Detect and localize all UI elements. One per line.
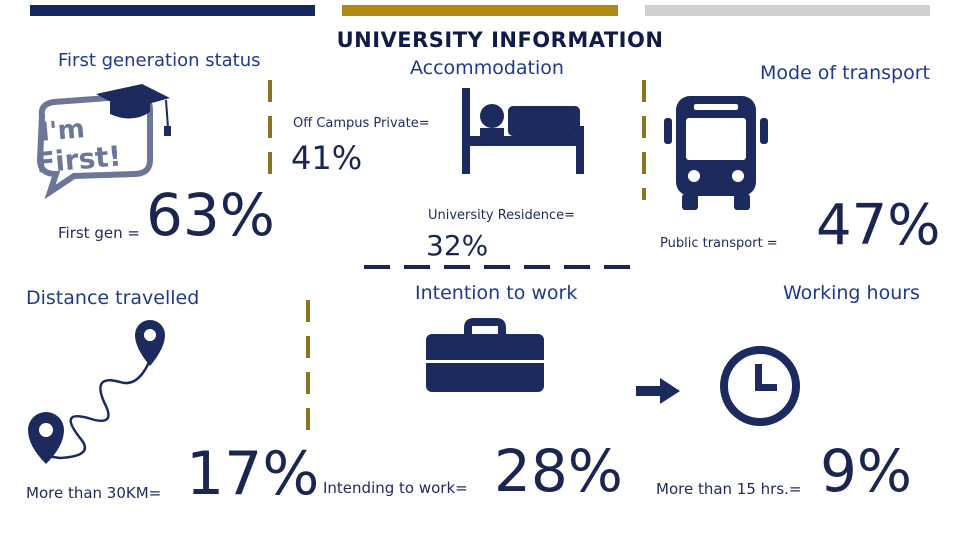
divider-first-gen: [268, 80, 272, 182]
navy-header-bar: [30, 5, 315, 16]
first-gen-value: 63%: [146, 181, 275, 249]
work-intent-value: 28%: [494, 437, 623, 505]
hours-value: 9%: [820, 437, 913, 505]
hours-heading: Working hours: [783, 282, 920, 304]
transport-value: 47%: [816, 193, 941, 258]
grey-header-bar: [645, 5, 930, 16]
graduation-cap-icon: [36, 84, 171, 200]
distance-label: More than 30KM=: [26, 484, 162, 502]
transport-label: Public transport =: [660, 236, 778, 251]
arrow-right-icon: [636, 378, 680, 404]
off-campus-value: 41%: [291, 139, 363, 177]
badge-line-2: First!: [34, 139, 123, 180]
divider-accommodation: [364, 265, 634, 269]
bus-icon: [664, 96, 768, 210]
page-title: UNIVERSITY INFORMATION: [336, 28, 664, 52]
distance-value: 17%: [186, 439, 320, 509]
residence-value: 32%: [426, 229, 489, 262]
distance-heading: Distance travelled: [26, 287, 200, 309]
residence-label: University Residence=: [428, 208, 576, 223]
first-gen-heading: First generation status: [58, 50, 261, 71]
accommodation-heading: Accommodation: [410, 57, 564, 79]
briefcase-icon: [426, 318, 544, 392]
hours-label: More than 15 hrs.=: [656, 480, 802, 498]
work-intent-label: Intending to work=: [323, 479, 468, 497]
bed-icon: [462, 88, 584, 174]
off-campus-label: Off Campus Private=: [293, 116, 430, 131]
divider-transport: [642, 80, 646, 200]
clock-icon: [720, 346, 800, 426]
first-gen-label: First gen =: [58, 224, 140, 242]
transport-heading: Mode of transport: [760, 62, 930, 84]
map-route-icon: [28, 320, 165, 464]
divider-distance: [306, 300, 310, 440]
gold-header-bar: [342, 5, 618, 16]
work-intent-heading: Intention to work: [415, 282, 578, 304]
badge-line-1: I'm: [38, 114, 86, 148]
